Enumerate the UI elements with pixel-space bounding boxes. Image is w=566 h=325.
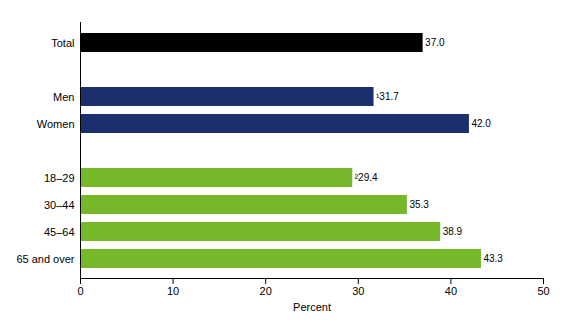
- svg-text:Total: Total: [51, 37, 74, 49]
- svg-text:¹31.7: ¹31.7: [376, 91, 399, 102]
- svg-text:40: 40: [445, 285, 457, 297]
- svg-text:10: 10: [167, 285, 179, 297]
- svg-text:²29.4: ²29.4: [355, 172, 378, 183]
- svg-text:Women: Women: [37, 118, 75, 130]
- svg-text:65 and over: 65 and over: [16, 253, 74, 265]
- svg-text:0: 0: [77, 285, 83, 297]
- svg-text:45–64: 45–64: [44, 226, 75, 238]
- svg-text:42.0: 42.0: [471, 118, 491, 129]
- svg-text:30–44: 30–44: [44, 199, 75, 211]
- svg-text:Men: Men: [53, 91, 74, 103]
- svg-text:38.9: 38.9: [443, 226, 463, 237]
- svg-text:18–29: 18–29: [44, 172, 75, 184]
- svg-text:30: 30: [352, 285, 364, 297]
- svg-text:20: 20: [260, 285, 272, 297]
- svg-text:50: 50: [537, 285, 549, 297]
- svg-text:37.0: 37.0: [425, 37, 445, 48]
- svg-text:Percent: Percent: [293, 301, 331, 313]
- svg-text:35.3: 35.3: [409, 199, 429, 210]
- svg-text:43.3: 43.3: [483, 253, 503, 264]
